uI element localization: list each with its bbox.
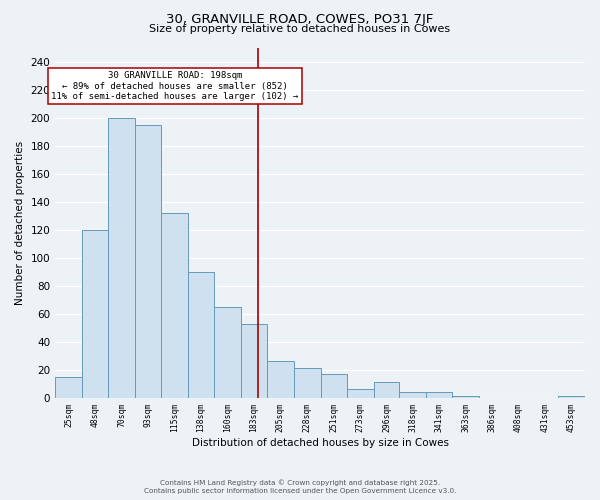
- Text: 30, GRANVILLE ROAD, COWES, PO31 7JF: 30, GRANVILLE ROAD, COWES, PO31 7JF: [166, 12, 434, 26]
- Bar: [55, 377, 82, 398]
- Bar: [400, 392, 427, 398]
- Text: 30 GRANVILLE ROAD: 198sqm
← 89% of detached houses are smaller (852)
11% of semi: 30 GRANVILLE ROAD: 198sqm ← 89% of detac…: [52, 72, 299, 101]
- Bar: [161, 213, 188, 398]
- Bar: [214, 306, 241, 398]
- Text: Size of property relative to detached houses in Cowes: Size of property relative to detached ho…: [149, 24, 451, 34]
- Bar: [188, 272, 214, 398]
- Bar: [82, 230, 108, 398]
- X-axis label: Distribution of detached houses by size in Cowes: Distribution of detached houses by size …: [191, 438, 449, 448]
- Bar: [241, 324, 266, 398]
- Bar: [320, 374, 347, 398]
- Bar: [266, 362, 293, 398]
- Bar: [347, 390, 374, 398]
- Bar: [558, 396, 585, 398]
- Y-axis label: Number of detached properties: Number of detached properties: [15, 140, 25, 304]
- Bar: [135, 124, 161, 398]
- Bar: [374, 382, 400, 398]
- Bar: [427, 392, 452, 398]
- Bar: [108, 118, 135, 398]
- Bar: [293, 368, 320, 398]
- Bar: [452, 396, 479, 398]
- Text: Contains HM Land Registry data © Crown copyright and database right 2025.
Contai: Contains HM Land Registry data © Crown c…: [144, 479, 456, 494]
